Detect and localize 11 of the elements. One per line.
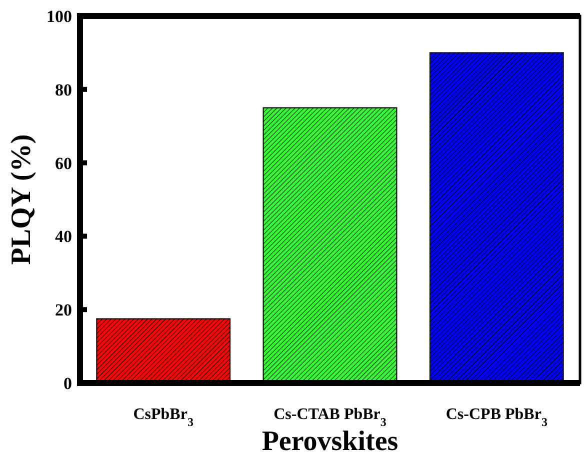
y-tick-label: 0: [64, 374, 72, 393]
y-tick-label: 20: [55, 300, 72, 320]
y-tick-label: 100: [46, 6, 72, 26]
x-axis-title: Perovskites: [262, 426, 398, 457]
y-axis-title: PLQY (%): [6, 134, 37, 265]
x-tick-label: Cs-CTAB PbBr$_{3}$: [274, 406, 386, 429]
x-tick-label: Cs-CPB PbBr$_{3}$: [446, 406, 548, 429]
y-tick-label: 60: [55, 154, 72, 173]
y-tick-label: 40: [55, 227, 72, 246]
x-tick-label: CsPbBr$_{3}$: [133, 406, 194, 429]
y-tick-label: 80: [55, 80, 72, 100]
